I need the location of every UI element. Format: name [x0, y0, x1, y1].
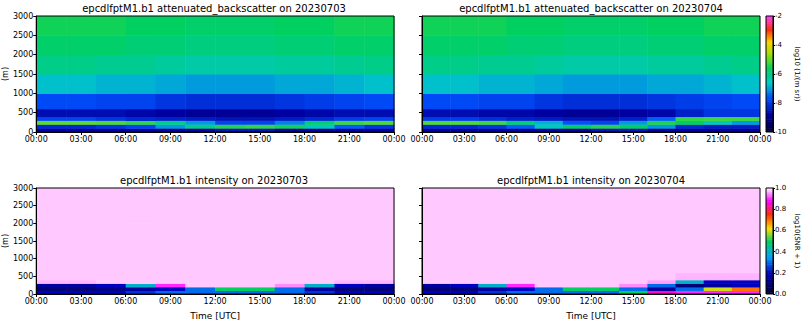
svg-text:log10(SNR + 1): log10(SNR + 1) — [793, 214, 801, 269]
svg-text:-10: -10 — [775, 128, 786, 136]
svg-text:21:00: 21:00 — [706, 135, 729, 144]
svg-text:18:00: 18:00 — [293, 297, 316, 306]
svg-text:2500: 2500 — [13, 31, 33, 40]
svg-text:Time [UTC]: Time [UTC] — [189, 311, 240, 321]
svg-text:1500: 1500 — [13, 237, 33, 246]
svg-text:15:00: 15:00 — [248, 135, 271, 144]
svg-text:15:00: 15:00 — [622, 135, 645, 144]
svg-text:epcdlfptM1.b1 attenuated_backs: epcdlfptM1.b1 attenuated_backscatter on … — [459, 3, 723, 15]
svg-text:1500: 1500 — [13, 70, 33, 79]
svg-text:2000: 2000 — [13, 50, 33, 59]
svg-text:09:00: 09:00 — [159, 135, 182, 144]
svg-text:0.0: 0.0 — [775, 290, 786, 298]
svg-text:00:00: 00:00 — [382, 135, 405, 144]
svg-text:-8: -8 — [775, 99, 782, 107]
svg-text:21:00: 21:00 — [706, 297, 729, 306]
svg-text:0: 0 — [28, 289, 34, 299]
svg-text:21:00: 21:00 — [338, 297, 361, 306]
svg-text:0.6: 0.6 — [775, 226, 787, 234]
svg-text:06:00: 06:00 — [114, 297, 137, 306]
svg-text:00:00: 00:00 — [748, 135, 771, 144]
svg-text:2000: 2000 — [13, 219, 33, 228]
svg-text:15:00: 15:00 — [248, 297, 271, 306]
svg-text:18:00: 18:00 — [664, 297, 687, 306]
svg-text:12:00: 12:00 — [204, 135, 227, 144]
svg-text:-4: -4 — [775, 41, 783, 49]
svg-text:1.0: 1.0 — [775, 184, 786, 192]
svg-text:(m): (m) — [1, 234, 10, 248]
svg-text:2500: 2500 — [13, 201, 33, 210]
svg-text:epcdlfptM1.b1 intensity on 202: epcdlfptM1.b1 intensity on 20230703 — [120, 175, 308, 186]
svg-text:03:00: 03:00 — [453, 135, 476, 144]
svg-text:500: 500 — [18, 272, 33, 281]
svg-text:Time [UTC]: Time [UTC] — [565, 311, 616, 321]
svg-text:03:00: 03:00 — [453, 297, 476, 306]
svg-text:00:00: 00:00 — [748, 297, 771, 306]
svg-text:06:00: 06:00 — [114, 135, 137, 144]
svg-text:12:00: 12:00 — [579, 135, 602, 144]
svg-text:03:00: 03:00 — [69, 297, 92, 306]
svg-text:3000: 3000 — [13, 184, 33, 193]
svg-text:epcdlfptM1.b1 intensity on 202: epcdlfptM1.b1 intensity on 20230704 — [497, 175, 685, 186]
svg-text:0.8: 0.8 — [775, 205, 786, 213]
svg-text:-2: -2 — [775, 12, 782, 20]
svg-text:0.2: 0.2 — [775, 269, 786, 277]
svg-text:12:00: 12:00 — [204, 297, 227, 306]
svg-text:09:00: 09:00 — [159, 297, 182, 306]
svg-text:log10 (1/(m sr)): log10 (1/(m sr)) — [793, 46, 801, 101]
svg-text:3000: 3000 — [13, 12, 33, 21]
svg-text:epcdlfptM1.b1 attenuated_backs: epcdlfptM1.b1 attenuated_backscatter on … — [82, 3, 346, 15]
svg-text:00:00: 00:00 — [410, 135, 433, 144]
svg-text:1000: 1000 — [13, 254, 33, 263]
svg-text:09:00: 09:00 — [537, 297, 560, 306]
svg-text:0.4: 0.4 — [775, 248, 787, 256]
svg-text:18:00: 18:00 — [664, 135, 687, 144]
svg-text:09:00: 09:00 — [537, 135, 560, 144]
svg-text:1000: 1000 — [13, 89, 33, 98]
svg-text:12:00: 12:00 — [579, 297, 602, 306]
svg-text:00:00: 00:00 — [410, 297, 433, 306]
svg-text:00:00: 00:00 — [382, 297, 405, 306]
svg-text:500: 500 — [18, 108, 33, 117]
svg-text:(m): (m) — [1, 67, 10, 81]
svg-text:0: 0 — [28, 127, 34, 137]
svg-text:21:00: 21:00 — [338, 135, 361, 144]
svg-text:00:00: 00:00 — [25, 135, 48, 144]
svg-text:18:00: 18:00 — [293, 135, 316, 144]
svg-text:15:00: 15:00 — [622, 297, 645, 306]
svg-text:06:00: 06:00 — [495, 297, 518, 306]
svg-text:03:00: 03:00 — [69, 135, 92, 144]
svg-text:00:00: 00:00 — [25, 297, 48, 306]
svg-text:06:00: 06:00 — [495, 135, 518, 144]
svg-text:-6: -6 — [775, 70, 783, 78]
